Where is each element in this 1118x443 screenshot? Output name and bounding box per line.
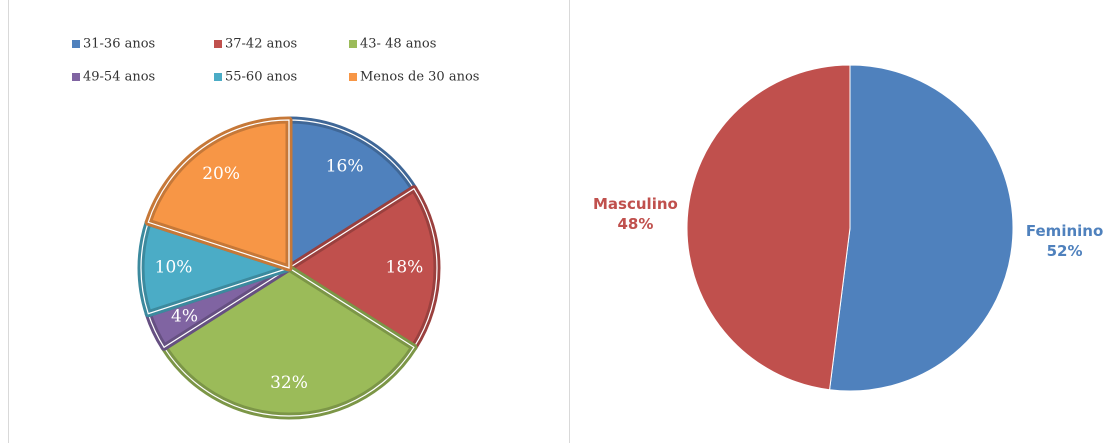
data-label: 52% bbox=[1047, 242, 1083, 260]
data-label: 20% bbox=[202, 164, 240, 184]
category-label: Masculino bbox=[593, 195, 678, 213]
slice-edge bbox=[147, 119, 290, 269]
data-label: 10% bbox=[155, 258, 193, 278]
data-label: 48% bbox=[617, 215, 653, 233]
legend-swatch bbox=[72, 73, 80, 81]
legend-label: 31-36 anos bbox=[83, 37, 155, 52]
data-label: 4% bbox=[171, 307, 198, 327]
data-label: 16% bbox=[326, 156, 364, 176]
legend-label: Menos de 30 anos bbox=[360, 70, 479, 85]
pie-slice bbox=[686, 64, 851, 391]
data-label: 18% bbox=[386, 258, 424, 278]
legend-label: 55-60 anos bbox=[225, 70, 297, 85]
category-label: Feminino bbox=[1026, 222, 1103, 240]
legend-swatch bbox=[72, 40, 80, 48]
legend-label: 49-54 anos bbox=[83, 70, 155, 85]
legend-swatch bbox=[214, 40, 222, 48]
legend-swatch bbox=[349, 73, 357, 81]
legend-label: 37-42 anos bbox=[225, 37, 297, 52]
data-label: 32% bbox=[270, 373, 308, 393]
slice-edge bbox=[287, 187, 438, 349]
pie-slice bbox=[829, 64, 1014, 392]
legend-swatch bbox=[214, 73, 222, 81]
legend-swatch bbox=[349, 40, 357, 48]
slice-edge bbox=[163, 267, 415, 417]
legend-label: 43- 48 anos bbox=[360, 37, 436, 52]
slice-edge bbox=[288, 119, 415, 270]
